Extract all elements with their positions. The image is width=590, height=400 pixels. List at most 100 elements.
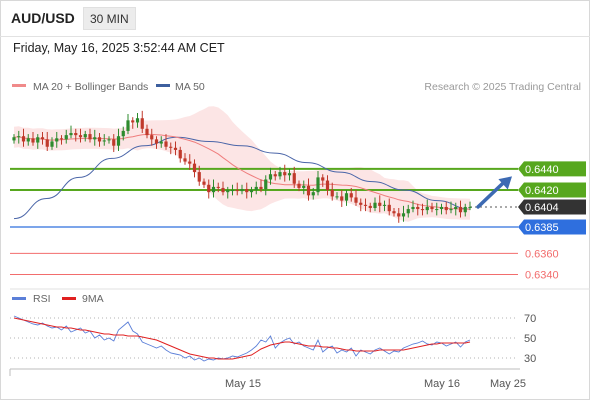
candle <box>458 200 463 218</box>
candle <box>425 199 429 215</box>
candle <box>335 192 339 200</box>
candle <box>159 136 163 148</box>
candle <box>340 190 344 207</box>
level-tag-0 <box>518 161 586 177</box>
legend-swatch-9ma <box>62 297 76 300</box>
legend-swatch-ma20 <box>12 84 26 87</box>
candle <box>287 168 292 181</box>
candle <box>302 180 306 195</box>
legend-swatch-ma50 <box>156 84 170 87</box>
level-label-4: 0.6360 <box>525 248 559 260</box>
candle <box>154 136 159 149</box>
candle <box>278 166 282 180</box>
legend-label-9ma: 9MA <box>82 293 104 305</box>
candle <box>387 198 391 216</box>
level-label-2: 0.6404 <box>525 202 559 214</box>
candle <box>74 128 78 142</box>
legend-label-ma20: MA 20 + Bollinger Bands <box>33 81 148 93</box>
rsi-tick-label-30: 30 <box>524 353 536 365</box>
credit-text: Research © 2025 Trading Central <box>424 81 581 93</box>
candle <box>216 182 220 193</box>
candle <box>12 134 16 144</box>
candle <box>183 153 187 165</box>
x-tick-label-may15: May 15 <box>225 378 261 390</box>
candle <box>88 128 92 143</box>
timeframe-button[interactable]: 30 MIN <box>83 7 136 30</box>
candle <box>50 137 54 150</box>
candle <box>392 208 396 217</box>
candle <box>259 179 263 193</box>
candle <box>31 131 35 146</box>
forecast-arrow-head <box>498 176 512 190</box>
candle <box>59 135 64 145</box>
candle <box>292 166 296 188</box>
candle <box>264 175 268 196</box>
level-label-0: 0.6440 <box>525 164 559 176</box>
rsi-line <box>13 315 471 362</box>
candle <box>97 133 102 147</box>
candle <box>192 159 197 178</box>
candle <box>439 203 444 215</box>
candle <box>268 167 273 185</box>
candle <box>420 203 425 216</box>
candle <box>245 182 249 199</box>
candle <box>78 128 83 143</box>
candle <box>468 201 472 211</box>
candle <box>406 204 410 218</box>
pair-title: AUD/USD <box>11 10 75 26</box>
candle <box>330 182 334 201</box>
candle <box>363 198 368 212</box>
x-tick-label-may25: May 25 <box>490 378 526 390</box>
candle <box>306 178 311 201</box>
candle <box>368 202 372 213</box>
candle <box>64 129 68 144</box>
candle <box>26 134 30 146</box>
candle <box>283 164 287 182</box>
candle <box>173 141 178 156</box>
legend-label-ma50: MA 50 <box>175 81 205 93</box>
rsi-tick-label-50: 50 <box>524 333 536 345</box>
candle <box>297 180 301 192</box>
candle <box>131 117 135 129</box>
candle <box>249 186 254 198</box>
legend-label-rsi: RSI <box>33 293 51 305</box>
candle <box>69 125 73 139</box>
candle <box>55 131 59 148</box>
candle <box>325 175 330 196</box>
candle <box>254 181 258 195</box>
candle <box>416 203 420 216</box>
candle <box>197 165 201 186</box>
candle <box>107 136 111 144</box>
rsi-legend: RSI 9MA <box>12 293 104 305</box>
candle <box>221 181 225 196</box>
candle <box>354 190 358 206</box>
candle <box>207 179 211 199</box>
candle <box>164 134 168 150</box>
candle <box>188 154 192 170</box>
forecast-arrow-shaft <box>476 178 508 209</box>
candle <box>344 190 349 206</box>
candle <box>135 112 140 128</box>
candle <box>211 179 216 198</box>
candle <box>411 200 415 213</box>
candle <box>140 110 144 134</box>
candle <box>449 201 453 214</box>
candle <box>121 126 125 141</box>
candle <box>382 200 387 212</box>
rsi-tick-label-70: 70 <box>524 313 536 325</box>
candle <box>36 134 40 149</box>
candle <box>240 184 244 195</box>
candle <box>116 128 121 151</box>
candle <box>311 187 315 200</box>
level-tag-2 <box>518 199 586 215</box>
level-label-1: 0.6420 <box>525 185 559 197</box>
candle <box>169 142 173 155</box>
candle <box>230 184 235 196</box>
candle <box>150 128 154 146</box>
candle <box>373 197 377 212</box>
candle <box>359 198 363 212</box>
candle <box>463 203 467 217</box>
candle <box>235 182 239 196</box>
candle <box>178 146 182 163</box>
